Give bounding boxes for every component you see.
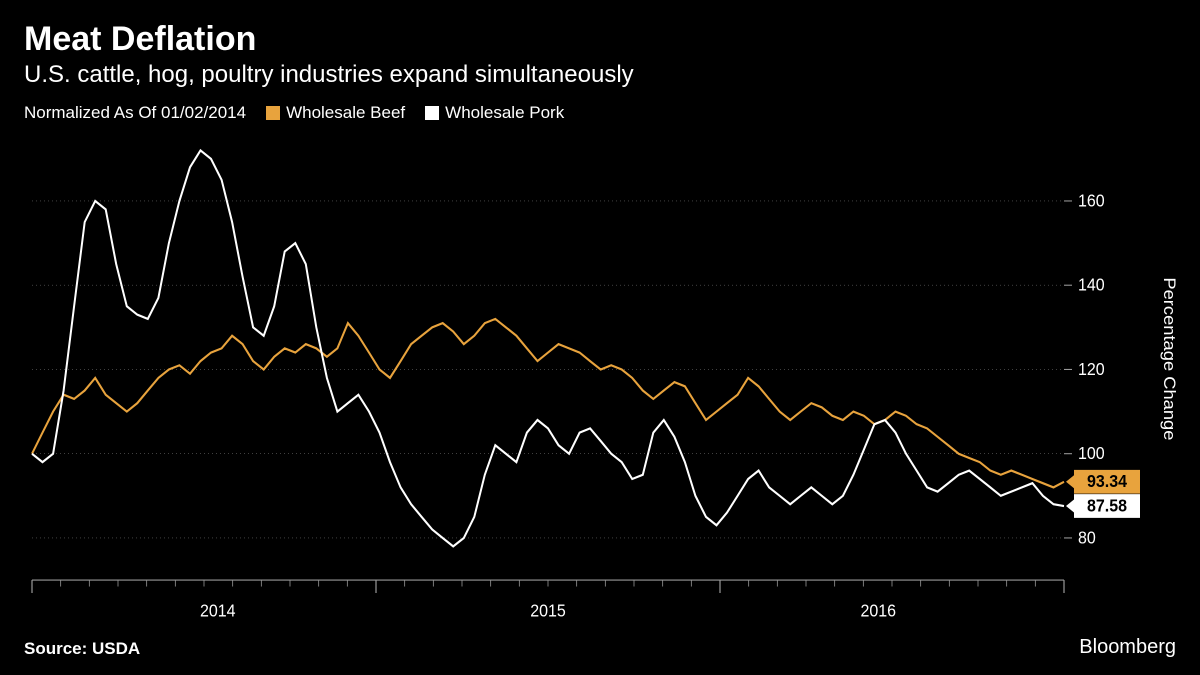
chart-container: Meat Deflation U.S. cattle, hog, poultry… — [0, 0, 1200, 675]
chart-subtitle: U.S. cattle, hog, poultry industries exp… — [24, 61, 1176, 89]
legend-swatch-beef — [266, 106, 280, 120]
svg-text:87.58: 87.58 — [1087, 496, 1127, 516]
chart-title: Meat Deflation — [24, 20, 1176, 59]
legend-label-beef: Wholesale Beef — [286, 103, 405, 123]
source-label: Source: USDA — [24, 639, 140, 659]
chart-svg: 80 100 120 140 160 2014 2015 2016 Percentage Cha… — [24, 127, 1176, 634]
legend-item-pork: Wholesale Pork — [425, 103, 564, 123]
svg-text:140: 140 — [1078, 275, 1105, 295]
svg-text:2014: 2014 — [200, 601, 236, 621]
legend-label-pork: Wholesale Pork — [445, 103, 564, 123]
brand-label: Bloomberg — [1079, 636, 1176, 659]
line-pork — [32, 150, 1064, 546]
svg-text:120: 120 — [1078, 359, 1105, 379]
svg-text:2016: 2016 — [860, 601, 896, 621]
legend-row: Normalized As Of 01/02/2014 Wholesale Be… — [24, 103, 1176, 123]
svg-text:160: 160 — [1078, 191, 1105, 211]
svg-text:2015: 2015 — [530, 601, 566, 621]
svg-text:93.34: 93.34 — [1087, 472, 1128, 492]
line-beef — [32, 319, 1064, 487]
svg-text:Percentage Change: Percentage Change — [1160, 277, 1176, 440]
chart-plot-area: 80 100 120 140 160 2014 2015 2016 Percentage Cha… — [24, 127, 1176, 634]
svg-text:80: 80 — [1078, 528, 1096, 548]
legend-item-beef: Wholesale Beef — [266, 103, 405, 123]
footer-row: Source: USDA Bloomberg — [24, 636, 1176, 659]
legend-swatch-pork — [425, 106, 439, 120]
svg-text:100: 100 — [1078, 444, 1105, 464]
legend-normalized: Normalized As Of 01/02/2014 — [24, 103, 246, 123]
